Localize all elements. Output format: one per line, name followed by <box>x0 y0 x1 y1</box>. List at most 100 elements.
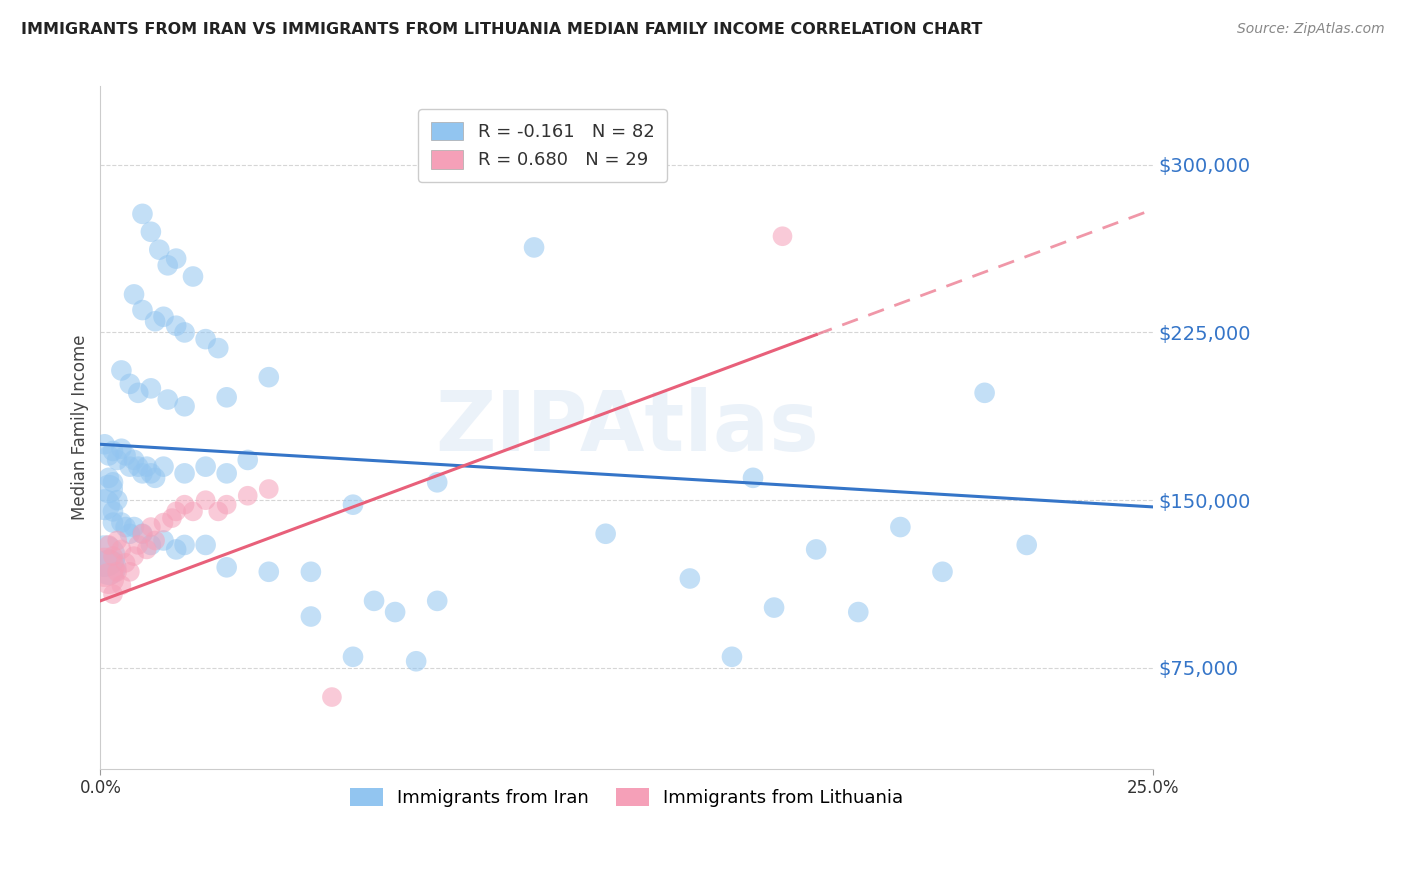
Point <box>105 533 128 548</box>
Point <box>257 565 280 579</box>
Point <box>122 520 145 534</box>
Point <box>143 471 166 485</box>
Point <box>110 363 132 377</box>
Point <box>118 376 141 391</box>
Point <box>721 649 744 664</box>
Text: IMMIGRANTS FROM IRAN VS IMMIGRANTS FROM LITHUANIA MEDIAN FAMILY INCOME CORRELATI: IMMIGRANTS FROM IRAN VS IMMIGRANTS FROM … <box>21 22 983 37</box>
Point <box>236 453 259 467</box>
Point <box>127 385 149 400</box>
Point <box>110 578 132 592</box>
Point <box>114 449 136 463</box>
Point <box>215 498 238 512</box>
Point <box>156 392 179 407</box>
Point <box>257 482 280 496</box>
Point <box>156 258 179 272</box>
Point <box>321 690 343 704</box>
Point <box>173 538 195 552</box>
Point <box>299 609 322 624</box>
Point <box>342 649 364 664</box>
Point <box>160 511 183 525</box>
Point <box>165 504 187 518</box>
Point <box>152 310 174 324</box>
Point <box>139 225 162 239</box>
Point <box>105 565 128 579</box>
Point <box>152 533 174 548</box>
Point <box>122 453 145 467</box>
Legend: Immigrants from Iran, Immigrants from Lithuania: Immigrants from Iran, Immigrants from Li… <box>343 780 910 814</box>
Point <box>763 600 786 615</box>
Point <box>101 587 124 601</box>
Point <box>131 467 153 481</box>
Point <box>93 549 115 563</box>
Point <box>152 459 174 474</box>
Point <box>131 526 153 541</box>
Point <box>931 565 953 579</box>
Point <box>165 542 187 557</box>
Point <box>131 303 153 318</box>
Point <box>93 437 115 451</box>
Point <box>257 370 280 384</box>
Point <box>772 229 794 244</box>
Point <box>97 482 120 496</box>
Point <box>165 318 187 333</box>
Point <box>122 549 145 563</box>
Point <box>143 533 166 548</box>
Point <box>523 240 546 254</box>
Point <box>105 453 128 467</box>
Point <box>426 594 449 608</box>
Point <box>143 314 166 328</box>
Point <box>118 526 141 541</box>
Point <box>139 538 162 552</box>
Point <box>127 459 149 474</box>
Point <box>181 504 204 518</box>
Point <box>173 498 195 512</box>
Point <box>973 385 995 400</box>
Point <box>118 459 141 474</box>
Point <box>110 542 132 557</box>
Y-axis label: Median Family Income: Median Family Income <box>72 334 89 520</box>
Point <box>114 556 136 570</box>
Point <box>846 605 869 619</box>
Point <box>215 390 238 404</box>
Point <box>139 520 162 534</box>
Point <box>342 498 364 512</box>
Point <box>127 538 149 552</box>
Point <box>426 475 449 490</box>
Point <box>110 442 132 456</box>
Point <box>93 560 115 574</box>
Point <box>679 572 702 586</box>
Point <box>889 520 911 534</box>
Point <box>207 341 229 355</box>
Point <box>194 493 217 508</box>
Point <box>148 243 170 257</box>
Point <box>131 526 153 541</box>
Point <box>173 326 195 340</box>
Point <box>97 572 120 586</box>
Point <box>114 520 136 534</box>
Point <box>181 269 204 284</box>
Point <box>97 471 120 485</box>
Point <box>131 207 153 221</box>
Point <box>363 594 385 608</box>
Point <box>405 654 427 668</box>
Point <box>384 605 406 619</box>
Point <box>207 504 229 518</box>
Point <box>101 504 124 518</box>
Point <box>97 449 120 463</box>
Point <box>93 498 115 512</box>
Point <box>165 252 187 266</box>
Point <box>135 542 157 557</box>
Point <box>118 565 141 579</box>
Point <box>299 565 322 579</box>
Point <box>101 549 124 563</box>
Point <box>152 516 174 530</box>
Point <box>139 381 162 395</box>
Text: ZIPAtlas: ZIPAtlas <box>434 387 818 468</box>
Point <box>97 538 120 552</box>
Text: Source: ZipAtlas.com: Source: ZipAtlas.com <box>1237 22 1385 37</box>
Point <box>215 467 238 481</box>
Point <box>110 516 132 530</box>
Point <box>742 471 765 485</box>
Point <box>105 493 128 508</box>
Point <box>1015 538 1038 552</box>
